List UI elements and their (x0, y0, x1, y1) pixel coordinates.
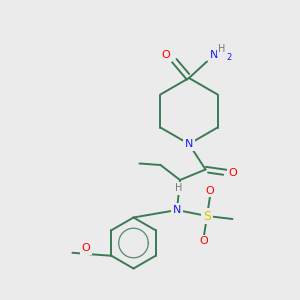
Text: H: H (175, 183, 182, 194)
Text: N: N (209, 50, 218, 60)
Text: O: O (161, 50, 170, 61)
Text: O: O (206, 185, 214, 196)
Text: 2: 2 (227, 52, 232, 62)
Text: O: O (82, 243, 90, 253)
Text: O: O (229, 167, 238, 178)
Text: N: N (173, 205, 181, 215)
Text: N: N (185, 139, 193, 149)
Text: S: S (203, 209, 211, 223)
Text: O: O (200, 236, 208, 247)
Text: H: H (218, 44, 226, 54)
